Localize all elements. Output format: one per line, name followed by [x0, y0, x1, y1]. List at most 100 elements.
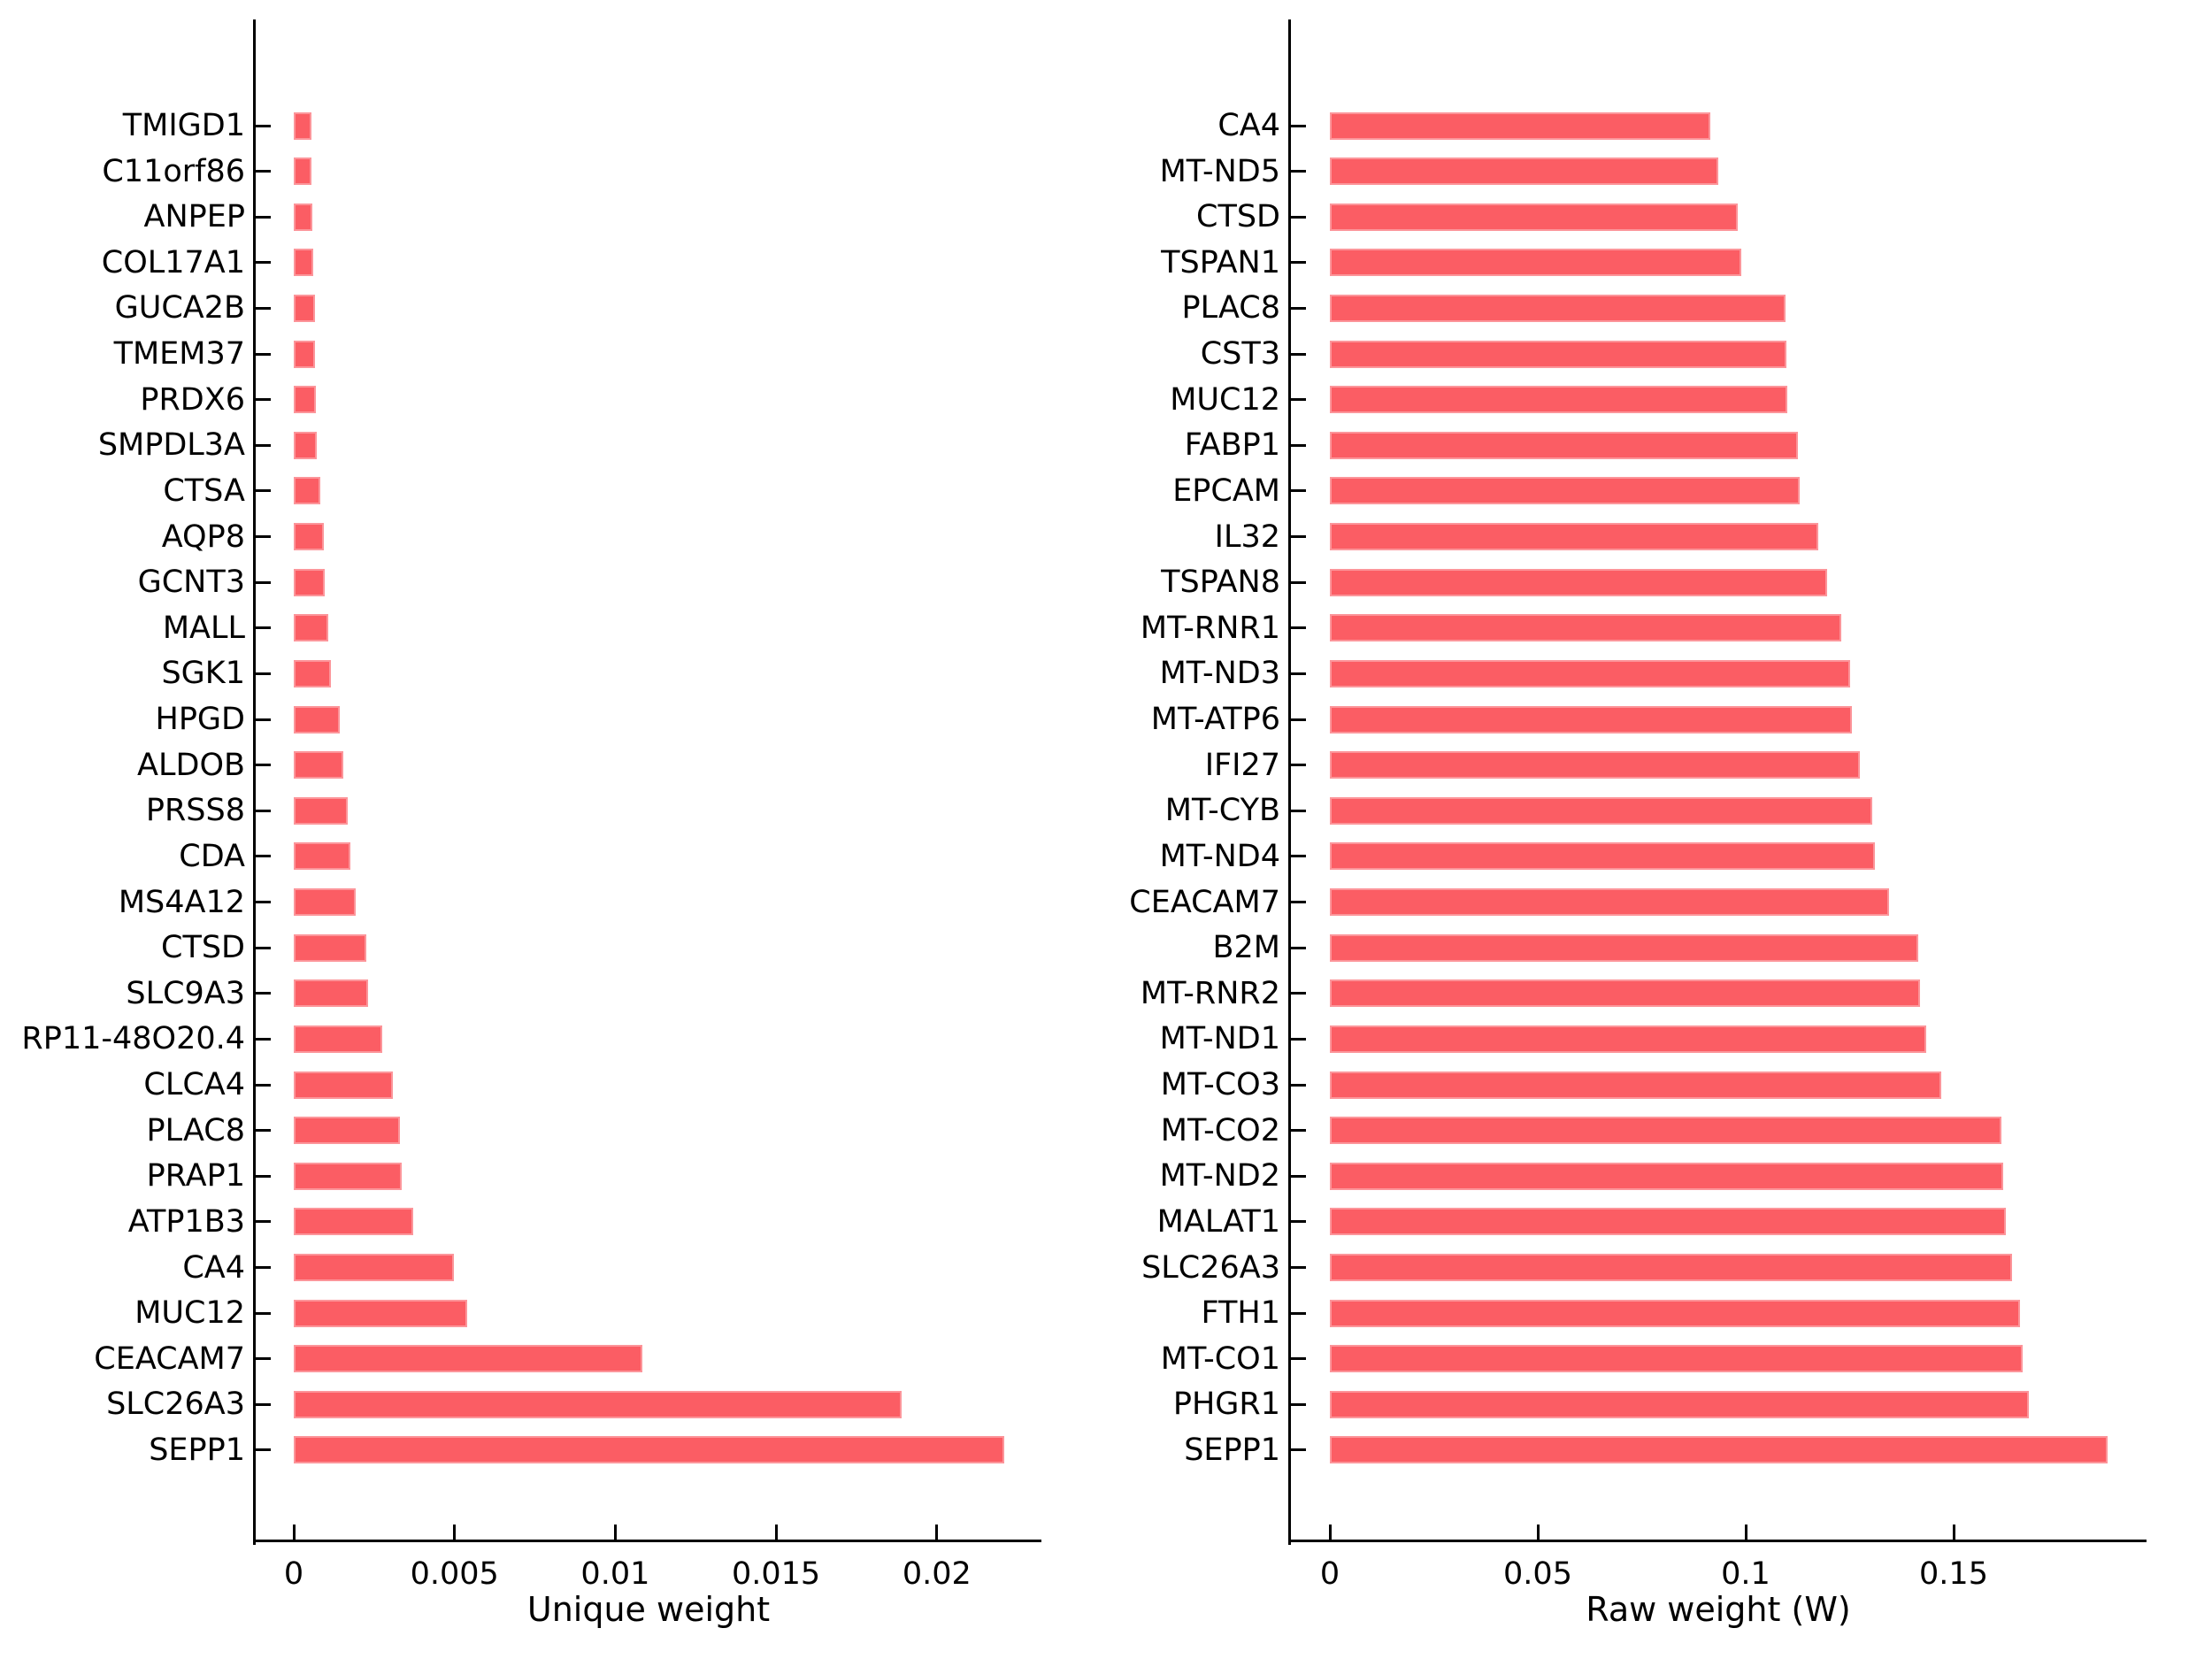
- x-axis-title-unique-weight: Unique weight: [526, 1590, 771, 1629]
- gene-label-rp11-48o20.4: RP11-48O20.4: [21, 1021, 245, 1057]
- bar-mall: [294, 614, 328, 642]
- bar-mt-co3: [1330, 1071, 1941, 1099]
- gene-label-mt-co2: MT-CO2: [1160, 1112, 1280, 1148]
- y-tick-mark: [256, 1311, 271, 1315]
- y-tick-mark: [256, 1174, 271, 1178]
- y-tick-mark: [1291, 443, 1306, 447]
- gene-label-fth1: FTH1: [1201, 1295, 1280, 1332]
- x-axis-title-raw-weight: Raw weight (W): [1586, 1590, 1851, 1629]
- x-tick-label: 0.05: [1503, 1556, 1572, 1592]
- bar-mt-rnr1: [1330, 614, 1841, 642]
- gene-label-ceacam7: CEACAM7: [1129, 884, 1280, 920]
- gene-label-fabp1: FABP1: [1184, 427, 1280, 464]
- x-axis-spine: [253, 1540, 1041, 1542]
- gene-label-c11orf86: C11orf86: [102, 153, 245, 189]
- y-tick-mark: [1291, 535, 1306, 539]
- bar-mt-nd4: [1330, 842, 1875, 871]
- gene-label-clca4: CLCA4: [143, 1067, 245, 1103]
- gene-label-col17a1: COL17A1: [101, 244, 245, 280]
- y-tick-mark: [1291, 946, 1306, 949]
- x-tick-mark: [1536, 1525, 1540, 1540]
- bar-il32: [1330, 523, 1818, 551]
- gene-label-il32: IL32: [1214, 518, 1280, 555]
- x-tick-mark: [774, 1525, 778, 1540]
- bar-ms4a12: [294, 888, 356, 917]
- gene-label-ctsd: CTSD: [161, 930, 245, 966]
- x-tick-mark: [453, 1525, 457, 1540]
- y-tick-mark: [1291, 1402, 1306, 1406]
- bar-ceacam7: [294, 1345, 642, 1373]
- y-tick-mark: [256, 718, 271, 721]
- gene-label-malat1: MALAT1: [1156, 1203, 1280, 1240]
- x-tick-label: 0.015: [731, 1556, 821, 1592]
- bar-epcam: [1330, 477, 1800, 505]
- gene-label-slc9a3: SLC9A3: [126, 975, 245, 1011]
- y-tick-mark: [256, 124, 271, 127]
- y-tick-mark: [1291, 1174, 1306, 1178]
- gene-label-ifi27: IFI27: [1204, 747, 1280, 783]
- gene-label-mt-nd2: MT-ND2: [1159, 1158, 1280, 1194]
- bar-c11orf86: [294, 157, 311, 186]
- y-tick-mark: [1291, 1266, 1306, 1269]
- gene-label-plac8: PLAC8: [146, 1112, 245, 1148]
- gene-label-mt-co3: MT-CO3: [1160, 1067, 1280, 1103]
- bar-prap1: [294, 1162, 402, 1190]
- gene-label-aldob: ALDOB: [137, 747, 245, 783]
- bar-tspan1: [1330, 249, 1741, 277]
- y-tick-mark: [256, 1083, 271, 1087]
- bar-phgr1: [1330, 1390, 2029, 1418]
- bar-tspan8: [1330, 568, 1827, 596]
- y-tick-mark: [256, 580, 271, 584]
- gene-label-mt-co1: MT-CO1: [1160, 1340, 1280, 1377]
- y-tick-mark: [256, 626, 271, 630]
- gene-label-anpep: ANPEP: [143, 199, 245, 235]
- y-tick-mark: [256, 1037, 271, 1041]
- bar-gcnt3: [294, 568, 325, 596]
- y-tick-mark: [1291, 352, 1306, 356]
- gene-label-cst3: CST3: [1200, 336, 1280, 373]
- gene-label-sepp1: SEPP1: [149, 1432, 245, 1468]
- y-tick-mark: [1291, 1311, 1306, 1315]
- bar-ceacam7: [1330, 888, 1889, 917]
- x-tick-label: 0.1: [1721, 1556, 1770, 1592]
- gene-label-mt-rnr2: MT-RNR2: [1140, 975, 1280, 1011]
- bar-col17a1: [294, 249, 313, 277]
- x-tick-label: 0.005: [410, 1556, 499, 1592]
- y-tick-mark: [256, 489, 271, 493]
- gene-label-mt-nd3: MT-ND3: [1159, 656, 1280, 692]
- bar-mt-nd2: [1330, 1162, 2003, 1190]
- y-tick-mark: [256, 1448, 271, 1452]
- y-tick-mark: [1291, 124, 1306, 127]
- gene-label-ctsa: CTSA: [163, 472, 245, 509]
- bar-mt-cyb: [1330, 796, 1872, 825]
- y-tick-mark: [1291, 1220, 1306, 1224]
- gene-label-hpgd: HPGD: [155, 702, 246, 738]
- x-tick-mark: [1328, 1525, 1332, 1540]
- y-tick-mark: [1291, 398, 1306, 402]
- gene-label-sepp1: SEPP1: [1184, 1432, 1280, 1468]
- gene-label-tmigd1: TMIGD1: [122, 108, 245, 143]
- y-tick-mark: [1291, 1129, 1306, 1133]
- y-tick-mark: [1291, 170, 1306, 173]
- y-tick-mark: [1291, 992, 1306, 995]
- gene-label-prdx6: PRDX6: [140, 381, 245, 418]
- y-tick-mark: [256, 398, 271, 402]
- gene-label-mt-nd4: MT-ND4: [1159, 838, 1280, 874]
- bar-fth1: [1330, 1299, 2020, 1327]
- gene-label-plac8: PLAC8: [1181, 290, 1280, 326]
- x-axis-spine: [1288, 1540, 2147, 1542]
- y-tick-mark: [1291, 489, 1306, 493]
- bar-ca4: [294, 1254, 454, 1281]
- bar-plac8: [294, 1117, 400, 1145]
- y-tick-mark: [256, 1220, 271, 1224]
- gene-label-ca4: CA4: [182, 1249, 245, 1286]
- x-tick-mark: [1952, 1525, 1955, 1540]
- bar-ctsd: [294, 933, 366, 962]
- y-tick-mark: [1291, 672, 1306, 675]
- y-tick-mark: [1291, 306, 1306, 310]
- gene-label-gcnt3: GCNT3: [137, 565, 245, 601]
- y-tick-mark: [256, 855, 271, 858]
- bar-cst3: [1330, 340, 1786, 368]
- y-tick-mark: [256, 1266, 271, 1269]
- bar-cda: [294, 842, 350, 871]
